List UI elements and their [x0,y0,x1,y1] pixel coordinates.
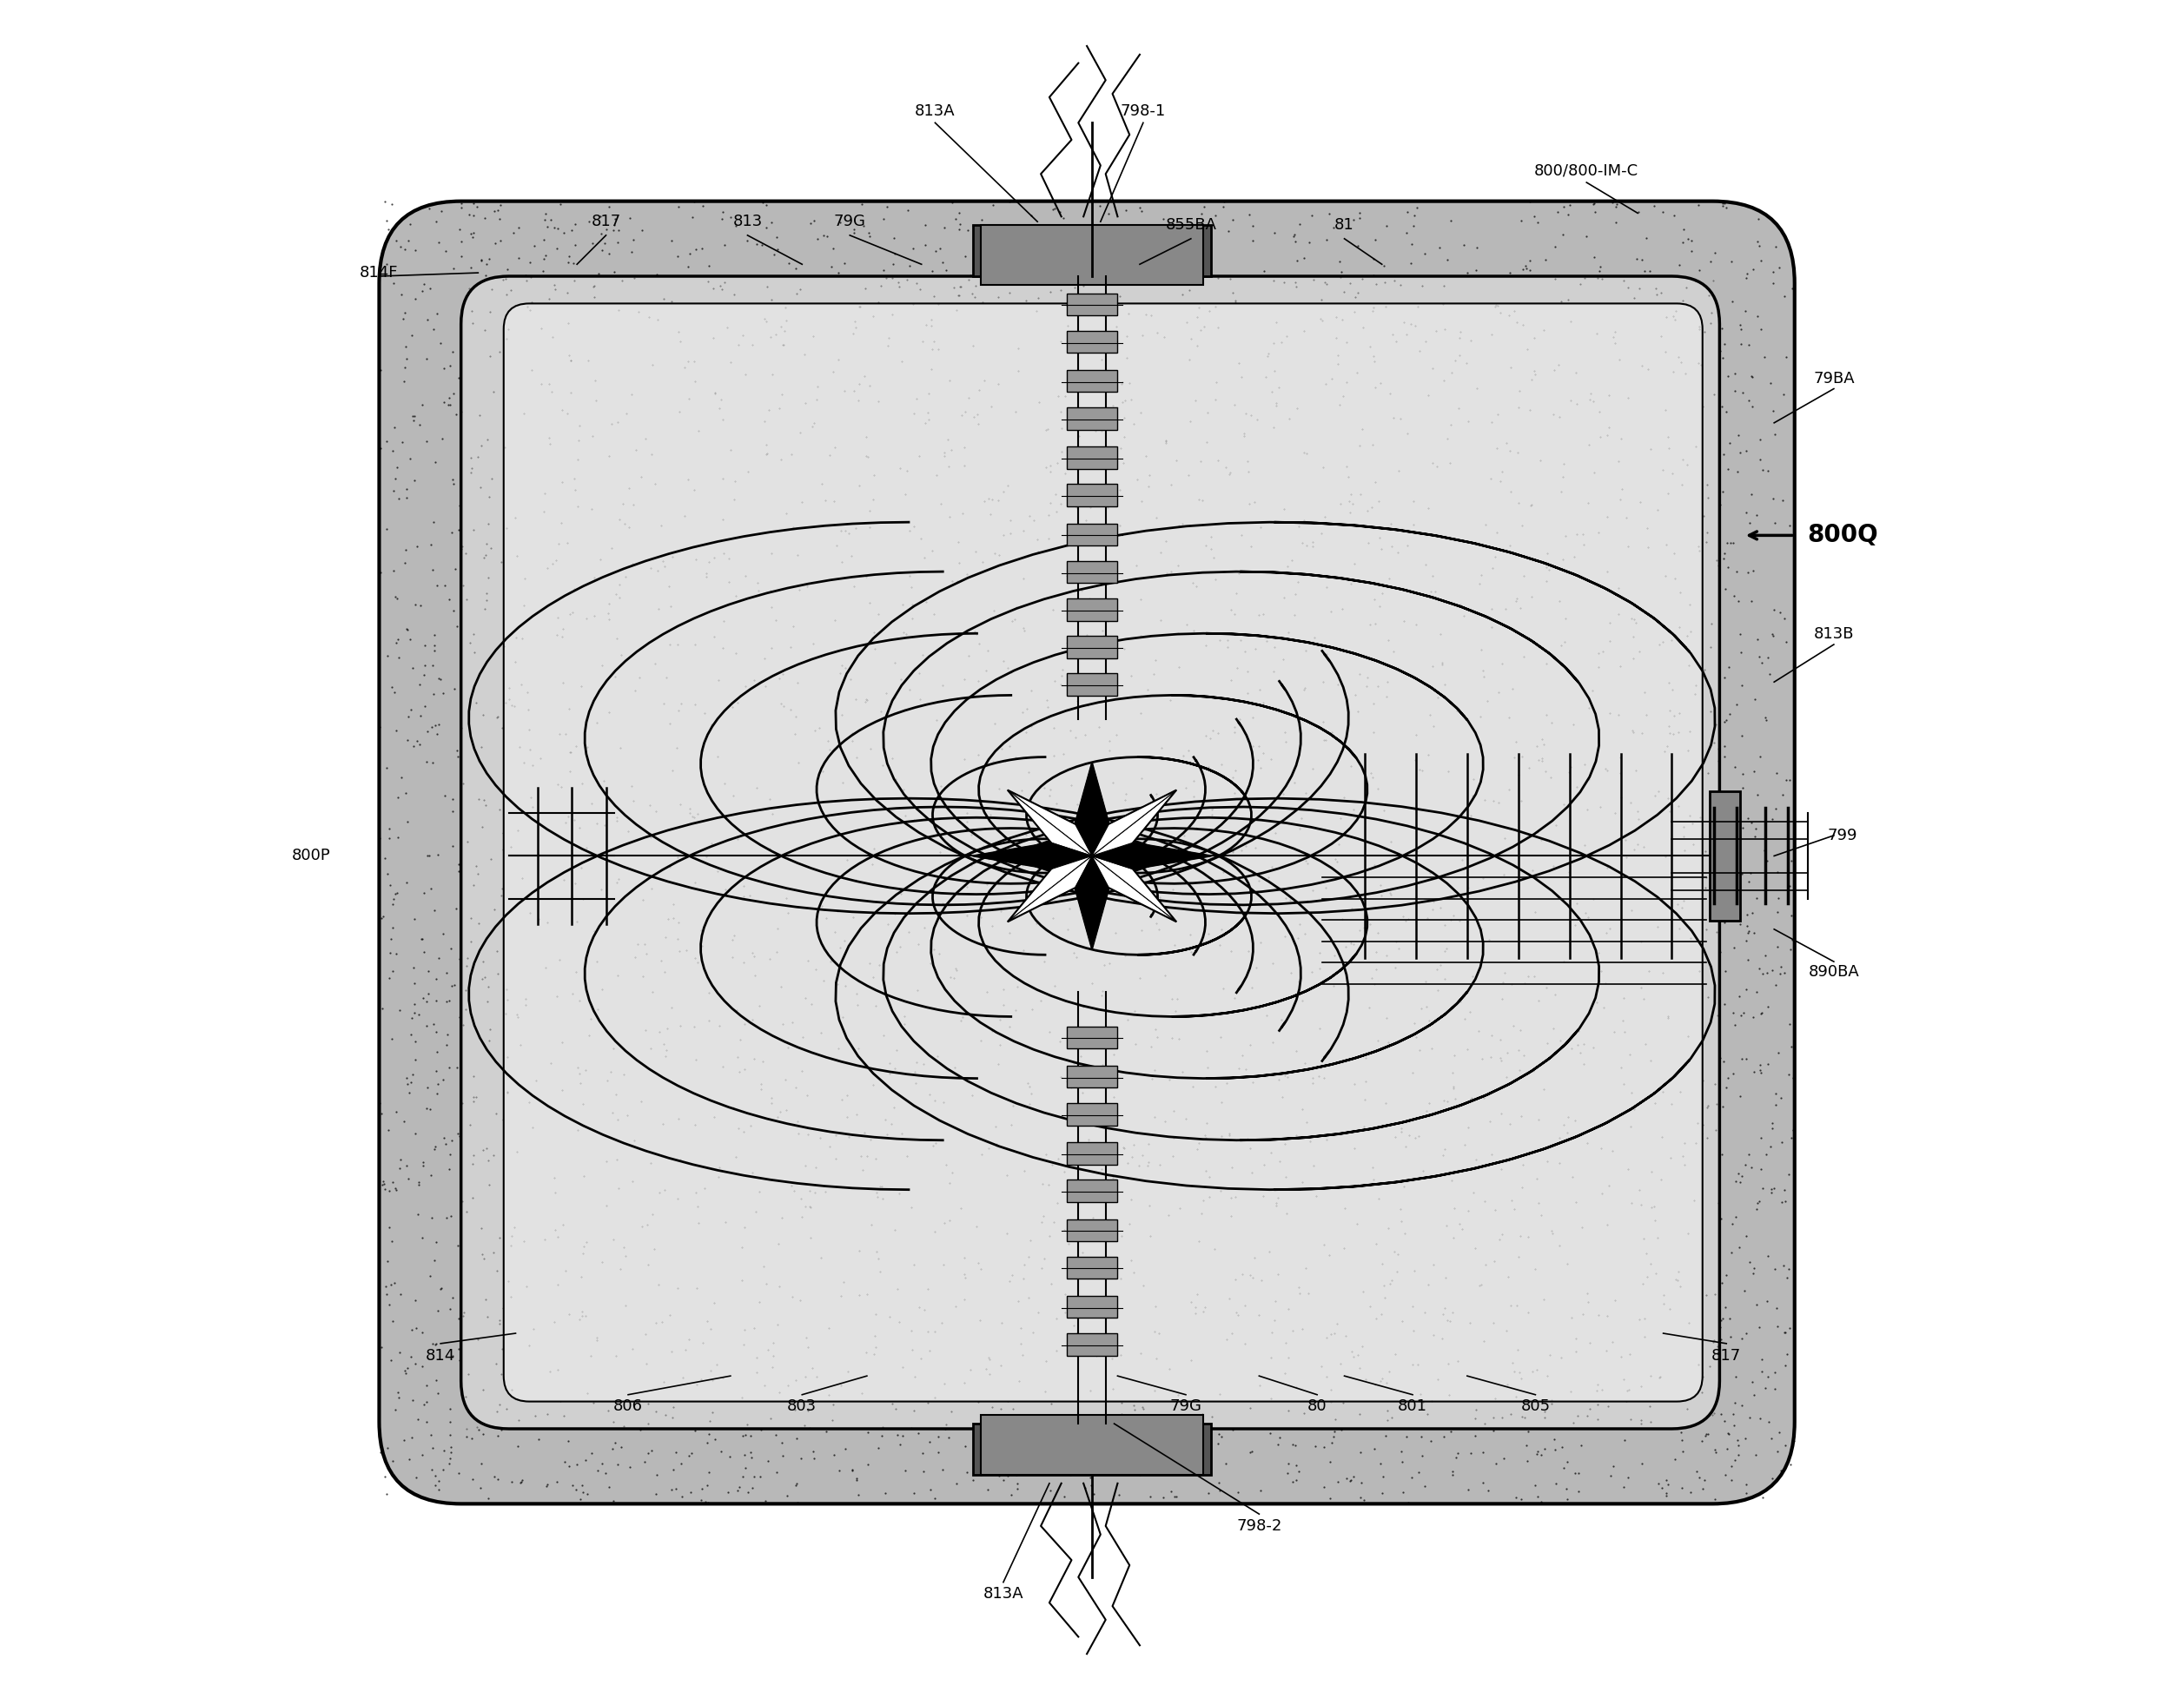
Text: 800P: 800P [290,847,330,864]
Text: 806: 806 [614,1398,642,1415]
Text: 805: 805 [1520,1398,1551,1415]
Text: 80: 80 [1308,1398,1328,1415]
Text: 799: 799 [1828,827,1856,844]
Bar [1710,791,1741,921]
Bar [1066,523,1118,546]
Text: 813A: 813A [915,102,954,119]
Bar [1066,331,1118,353]
Text: 814: 814 [426,1347,456,1364]
Text: 817: 817 [592,213,620,230]
Text: 817: 817 [1712,1347,1741,1364]
FancyBboxPatch shape [380,201,1795,1504]
Bar [1066,370,1118,392]
Bar [1066,561,1118,583]
Bar [1066,598,1118,621]
Text: 798-1: 798-1 [1120,102,1166,119]
Text: 890BA: 890BA [1808,963,1859,980]
Polygon shape [972,842,1092,856]
Text: 79G: 79G [834,213,865,230]
Polygon shape [1092,762,1109,856]
Text: 79G: 79G [1171,1398,1201,1415]
Bar [1066,484,1118,506]
Bar [1066,673,1118,696]
Polygon shape [1007,789,1092,856]
Polygon shape [972,856,1092,870]
Bar [1066,407,1118,430]
Bar [981,225,1203,285]
Polygon shape [1007,856,1092,922]
Polygon shape [1092,789,1177,856]
FancyBboxPatch shape [505,303,1704,1402]
Polygon shape [1092,856,1212,870]
Text: 79BA: 79BA [1813,370,1854,387]
Bar [1066,1333,1118,1355]
FancyBboxPatch shape [461,276,1719,1429]
Text: 803: 803 [786,1398,817,1415]
Polygon shape [1075,762,1092,856]
Bar [1066,1257,1118,1279]
Polygon shape [1092,789,1177,856]
Bar [981,1415,1203,1475]
Bar [972,225,1212,276]
Text: 798-2: 798-2 [1236,1517,1282,1534]
Bar [1066,1026,1118,1049]
Text: 81: 81 [1334,217,1354,234]
Bar [1066,1219,1118,1241]
Text: 814F: 814F [360,264,397,281]
Polygon shape [1092,856,1109,950]
Bar [1066,447,1118,469]
Polygon shape [1075,856,1092,950]
Text: 855BA: 855BA [1166,217,1216,234]
Text: 813: 813 [732,213,762,230]
Bar [1066,1296,1118,1318]
Polygon shape [1092,856,1177,922]
Polygon shape [1007,856,1092,922]
Text: 801: 801 [1398,1398,1428,1415]
Polygon shape [1092,842,1212,856]
Polygon shape [1007,789,1092,856]
Bar [1066,1066,1118,1088]
Bar [1066,1142,1118,1165]
Text: 813A: 813A [983,1586,1024,1603]
Bar [1066,636,1118,658]
Text: 800Q: 800Q [1806,523,1878,547]
Text: 800/800-IM-C: 800/800-IM-C [1535,162,1638,179]
Bar [1066,1180,1118,1202]
Bar [1066,1103,1118,1125]
Bar [1066,293,1118,315]
Polygon shape [1092,856,1177,922]
Text: 813B: 813B [1813,626,1854,643]
Bar [972,1424,1212,1475]
